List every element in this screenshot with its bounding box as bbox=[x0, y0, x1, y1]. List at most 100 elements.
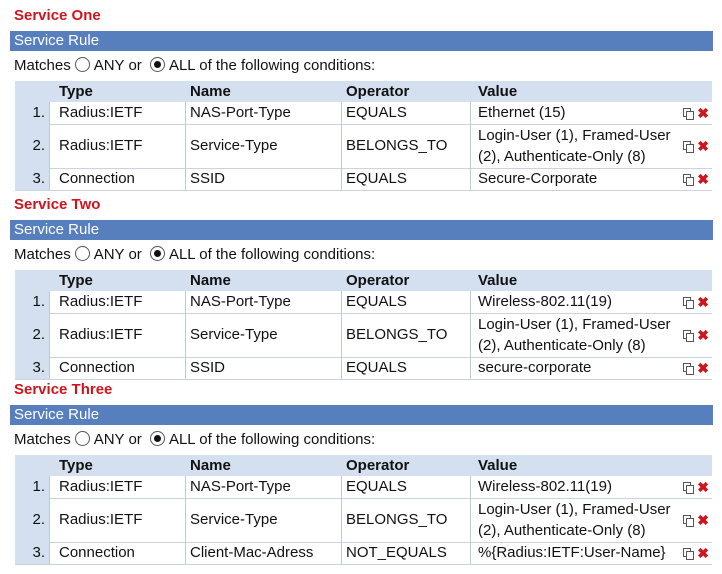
column-divider bbox=[341, 168, 342, 190]
service-rule-bar: Service Rule bbox=[10, 220, 713, 240]
delete-x-icon[interactable]: ✖ bbox=[697, 545, 709, 561]
row-number: 2. bbox=[15, 498, 49, 542]
column-divider bbox=[470, 291, 471, 313]
column-divider bbox=[341, 476, 342, 498]
cell-operator: EQUALS bbox=[346, 170, 407, 187]
column-divider bbox=[49, 291, 50, 313]
table-header: Type Name Operator Value bbox=[15, 270, 712, 291]
match-selector: Matches ANY or ALL of the following condi… bbox=[14, 245, 375, 265]
column-divider bbox=[49, 168, 50, 190]
condition-row[interactable]: 1. Radius:IETF NAS-Port-Type EQUALS Ethernet… bbox=[15, 102, 712, 125]
column-header-type: Type bbox=[59, 457, 93, 474]
value-line: Secure-Corporate bbox=[478, 170, 598, 187]
column-divider bbox=[49, 542, 50, 564]
service-rule-bar: Service Rule bbox=[10, 405, 713, 425]
cell-value: Login-User (1), Framed-User (2), Authenti… bbox=[478, 499, 671, 541]
cell-name: SSID bbox=[190, 170, 226, 187]
column-divider bbox=[470, 542, 471, 564]
column-divider bbox=[185, 498, 186, 542]
radio-any[interactable] bbox=[74, 57, 90, 72]
condition-row[interactable]: 2. Radius:IETF Service-Type BELONGS_TO Login… bbox=[15, 313, 712, 358]
copy-icon[interactable] bbox=[683, 362, 694, 375]
column-divider bbox=[49, 476, 50, 498]
delete-x-icon[interactable]: ✖ bbox=[697, 479, 709, 495]
cell-value: secure-corporate bbox=[478, 357, 591, 379]
copy-icon[interactable] bbox=[683, 547, 694, 560]
delete-x-icon[interactable]: ✖ bbox=[697, 360, 709, 376]
table-header: Type Name Operator Value bbox=[15, 81, 712, 102]
column-divider bbox=[185, 102, 186, 124]
value-line: (2), Authenticate-Only (8) bbox=[478, 148, 646, 165]
condition-row[interactable]: 2. Radius:IETF Service-Type BELONGS_TO Login… bbox=[15, 498, 712, 543]
radio-any[interactable] bbox=[74, 431, 90, 446]
copy-icon[interactable] bbox=[683, 296, 694, 309]
column-header-operator: Operator bbox=[346, 457, 410, 474]
cell-name: Client-Mac-Adress bbox=[190, 544, 314, 561]
radio-all[interactable] bbox=[149, 246, 165, 261]
column-divider bbox=[341, 542, 342, 564]
delete-x-icon[interactable]: ✖ bbox=[697, 171, 709, 187]
cell-name: NAS-Port-Type bbox=[190, 293, 291, 310]
value-line: secure-corporate bbox=[478, 359, 592, 376]
value-line: Login-User (1), Framed-User bbox=[478, 316, 671, 333]
delete-x-icon[interactable]: ✖ bbox=[697, 105, 709, 121]
condition-row[interactable]: 3. Connection Client-Mac-Adress NOT_EQUALS%… bbox=[15, 542, 712, 565]
copy-icon[interactable] bbox=[683, 140, 694, 153]
copy-icon[interactable] bbox=[683, 514, 694, 527]
column-divider bbox=[341, 498, 342, 542]
cell-name: Service-Type bbox=[190, 326, 278, 343]
cell-name: NAS-Port-Type bbox=[190, 104, 291, 121]
delete-x-icon[interactable]: ✖ bbox=[697, 294, 709, 310]
service-section: Service Three Service Rule Matches ANY or A… bbox=[0, 374, 722, 565]
value-line: (2), Authenticate-Only (8) bbox=[478, 522, 646, 539]
service-section: Service Two Service Rule Matches ANY or ALL… bbox=[0, 189, 722, 380]
delete-x-icon[interactable]: ✖ bbox=[697, 138, 709, 154]
cell-value: Ethernet (15) bbox=[478, 102, 566, 124]
delete-x-icon[interactable]: ✖ bbox=[697, 512, 709, 528]
cell-type: Radius:IETF bbox=[59, 137, 143, 154]
service-title: Service Three bbox=[14, 381, 113, 398]
column-divider bbox=[470, 168, 471, 190]
cell-value: Login-User (1), Framed-User (2), Authenti… bbox=[478, 314, 671, 356]
copy-icon[interactable] bbox=[683, 481, 694, 494]
copy-icon[interactable] bbox=[683, 107, 694, 120]
copy-icon[interactable] bbox=[683, 329, 694, 342]
cell-operator: BELONGS_TO bbox=[346, 137, 448, 154]
column-header-operator: Operator bbox=[346, 83, 410, 100]
service-section: Service One Service Rule Matches ANY or ALL… bbox=[0, 0, 722, 191]
column-divider bbox=[49, 313, 50, 357]
column-divider bbox=[341, 357, 342, 379]
radio-all[interactable] bbox=[149, 57, 165, 72]
cell-operator: EQUALS bbox=[346, 293, 407, 310]
condition-row[interactable]: 2. Radius:IETF Service-Type BELONGS_TO Login… bbox=[15, 124, 712, 169]
column-divider bbox=[49, 498, 50, 542]
radio-any-label: ANY or bbox=[93, 57, 142, 74]
delete-x-icon[interactable]: ✖ bbox=[697, 327, 709, 343]
radio-all-label: ALL of the following conditions: bbox=[168, 57, 376, 74]
radio-any[interactable] bbox=[74, 246, 90, 261]
condition-row[interactable]: 1. Radius:IETF NAS-Port-Type EQUALS Wireless… bbox=[15, 476, 712, 499]
condition-row[interactable]: 3. Connection SSID EQUALS secure-corporate ✖ bbox=[15, 357, 712, 380]
cell-name: Service-Type bbox=[190, 511, 278, 528]
row-number: 1. bbox=[15, 476, 49, 498]
matches-label: Matches bbox=[14, 57, 71, 74]
cell-name: SSID bbox=[190, 359, 226, 376]
condition-row[interactable]: 1. Radius:IETF NAS-Port-Type EQUALS Wireless… bbox=[15, 291, 712, 314]
column-divider bbox=[185, 313, 186, 357]
condition-row[interactable]: 3. Connection SSID EQUALS Secure-Corporate ✖ bbox=[15, 168, 712, 191]
column-divider bbox=[341, 102, 342, 124]
copy-icon[interactable] bbox=[683, 173, 694, 186]
cell-value: Secure-Corporate bbox=[478, 168, 597, 190]
column-divider bbox=[341, 291, 342, 313]
radio-all-label: ALL of the following conditions: bbox=[168, 431, 376, 448]
cell-name: Service-Type bbox=[190, 137, 278, 154]
cell-type: Connection bbox=[59, 359, 135, 376]
match-selector: Matches ANY or ALL of the following condi… bbox=[14, 430, 375, 450]
radio-all[interactable] bbox=[149, 431, 165, 446]
cell-value: Wireless-802.11(19) bbox=[478, 476, 612, 498]
cell-type: Radius:IETF bbox=[59, 511, 143, 528]
value-line: Wireless-802.11(19) bbox=[478, 478, 612, 495]
column-header-type: Type bbox=[59, 83, 93, 100]
row-number: 2. bbox=[15, 313, 49, 357]
value-line: %{Radius:IETF:User-Name} bbox=[478, 544, 666, 561]
